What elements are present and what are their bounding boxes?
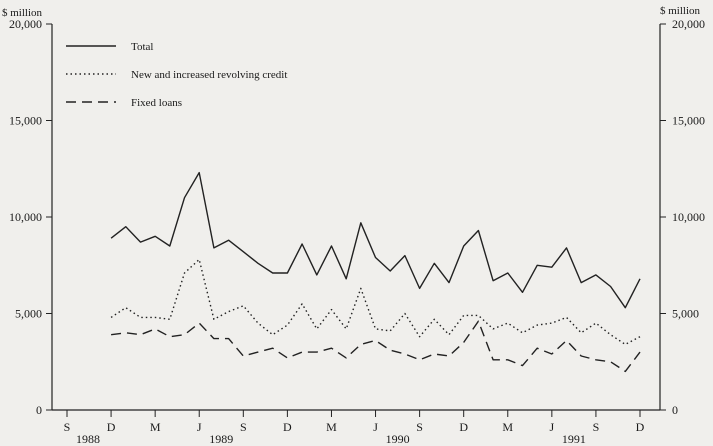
- x-tick-label-11: J: [550, 420, 555, 434]
- x-year-label-1: 1989: [209, 432, 233, 446]
- y-tick-label-right-4: 20,000: [672, 17, 705, 31]
- x-tick-label-2: M: [150, 420, 161, 434]
- x-tick-label-1: D: [107, 420, 116, 434]
- y-tick-label-left-3: 15,000: [9, 114, 42, 128]
- x-tick-label-5: D: [283, 420, 292, 434]
- x-axis-ticks: S D M J S D M J S D M J S D 1988 1989 1990 1991: [64, 410, 645, 446]
- x-tick-label-12: S: [593, 420, 600, 434]
- y-tick-label-left-2: 10,000: [9, 210, 42, 224]
- series-lines: [110, 171, 641, 373]
- legend-label-fixed-loans: Fixed loans: [131, 97, 182, 109]
- x-tick-label-7: J: [373, 420, 378, 434]
- x-tick-label-13: D: [636, 420, 645, 434]
- y-tick-label-left-0: 0: [36, 403, 42, 417]
- y-tick-label-left-1: 5,000: [15, 307, 42, 321]
- x-tick-label-10: M: [502, 420, 513, 434]
- x-tick-label-8: S: [416, 420, 423, 434]
- left-unit-label: $ million: [2, 7, 43, 19]
- y-tick-label-right-3: 15,000: [672, 114, 705, 128]
- y-axis-ticks: 0 0 5,000 5,000 10,000 10,000 15,000 15,000 20,0…: [9, 17, 705, 417]
- series-line-fixed-loans: [111, 320, 641, 373]
- x-tick-label-6: M: [326, 420, 337, 434]
- x-tick-label-3: J: [197, 420, 202, 434]
- y-tick-label-right-0: 0: [672, 403, 678, 417]
- legend: Total New and increased revolving credit…: [66, 41, 287, 109]
- series-line-new-and-increased-revolving-credit: [110, 258, 641, 346]
- legend-label-revolving-credit: New and increased revolving credit: [131, 69, 287, 81]
- y-tick-label-right-1: 5,000: [672, 307, 699, 321]
- x-year-label-0: 1988: [76, 432, 100, 446]
- x-tick-label-0: S: [64, 420, 71, 434]
- series-line-total: [110, 171, 641, 309]
- right-unit-label: $ million: [660, 5, 701, 17]
- y-tick-label-left-4: 20,000: [9, 17, 42, 31]
- y-tick-label-right-2: 10,000: [672, 210, 705, 224]
- x-tick-label-4: S: [240, 420, 247, 434]
- x-tick-label-9: D: [459, 420, 468, 434]
- x-year-label-2: 1990: [386, 432, 410, 446]
- x-year-label-3: 1991: [562, 432, 586, 446]
- legend-label-total: Total: [131, 41, 153, 53]
